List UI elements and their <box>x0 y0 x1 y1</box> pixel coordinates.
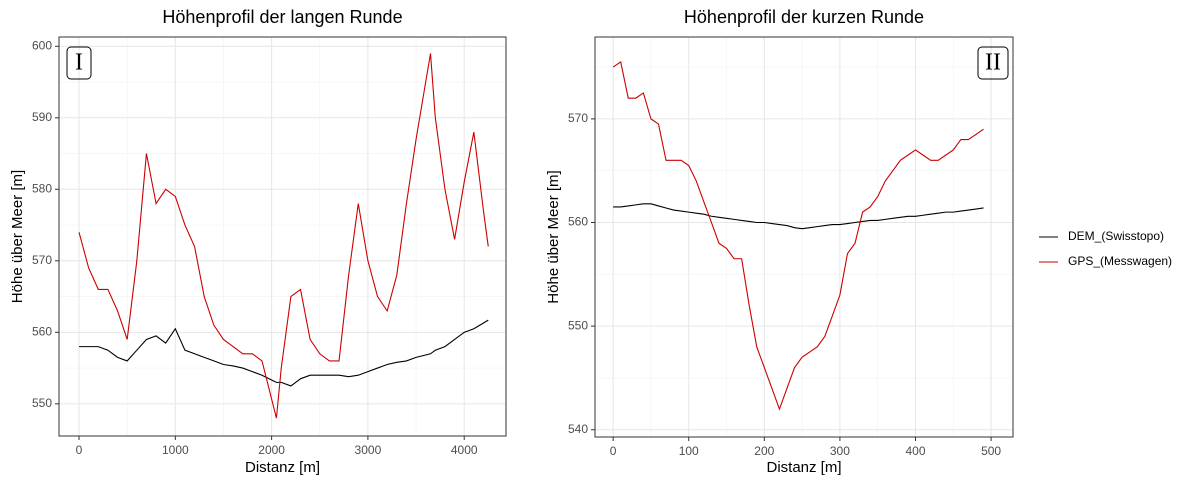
y-tick-label: 540 <box>568 422 588 436</box>
x-tick-label: 1000 <box>162 443 189 457</box>
chart-title: Höhenprofil der langen Runde <box>162 7 402 27</box>
y-axis-label: Höhe über Meer [m] <box>9 170 26 303</box>
y-tick-label: 570 <box>568 111 588 125</box>
x-axis-label: Distanz [m] <box>245 459 320 476</box>
y-tick-label: 600 <box>32 38 52 52</box>
chart-title: Höhenprofil der kurzen Runde <box>684 7 924 27</box>
x-axis-label: Distanz [m] <box>766 459 841 476</box>
line-series <box>78 53 489 419</box>
y-tick-label: 570 <box>32 253 52 267</box>
panel: 0 100 200 300 400 500 540 550 560 570 Höhenprofil … <box>545 7 1014 476</box>
panel-border <box>58 36 507 437</box>
y-tick-label: 550 <box>32 396 52 410</box>
x-tick-label: 2000 <box>258 443 285 457</box>
y-tick-label: 560 <box>568 215 588 229</box>
line-series <box>612 60 984 411</box>
y-axis-label: Höhe über Meer [m] <box>545 170 562 303</box>
x-tick-label: 500 <box>981 444 1001 458</box>
legend-label: GPS_(Messwagen) <box>1068 254 1172 268</box>
annotation-box <box>66 46 92 80</box>
legend-label: DEM_(Swisstopo) <box>1068 229 1164 243</box>
y-tick-label: 590 <box>32 110 52 124</box>
panel-border <box>594 36 1014 438</box>
panel: 0 1000 2000 3000 4000 550 560 570 580 590 600 Höhen… <box>9 7 507 476</box>
panel-annotation: I <box>75 50 83 76</box>
y-tick-label: 580 <box>32 181 52 195</box>
x-tick-label: 0 <box>610 444 617 458</box>
x-tick-label: 0 <box>76 443 83 457</box>
y-tick-label: 560 <box>32 324 52 338</box>
x-tick-label: 100 <box>679 444 699 458</box>
panel-annotation: II <box>985 50 1001 76</box>
y-tick-label: 550 <box>568 318 588 332</box>
x-tick-label: 3000 <box>355 443 382 457</box>
line-series <box>79 319 489 387</box>
x-tick-label: 200 <box>754 444 774 458</box>
line-series <box>613 203 984 230</box>
annotation-box <box>977 46 1009 80</box>
x-tick-label: 400 <box>905 444 925 458</box>
x-tick-label: 300 <box>830 444 850 458</box>
x-tick-label: 4000 <box>451 443 478 457</box>
